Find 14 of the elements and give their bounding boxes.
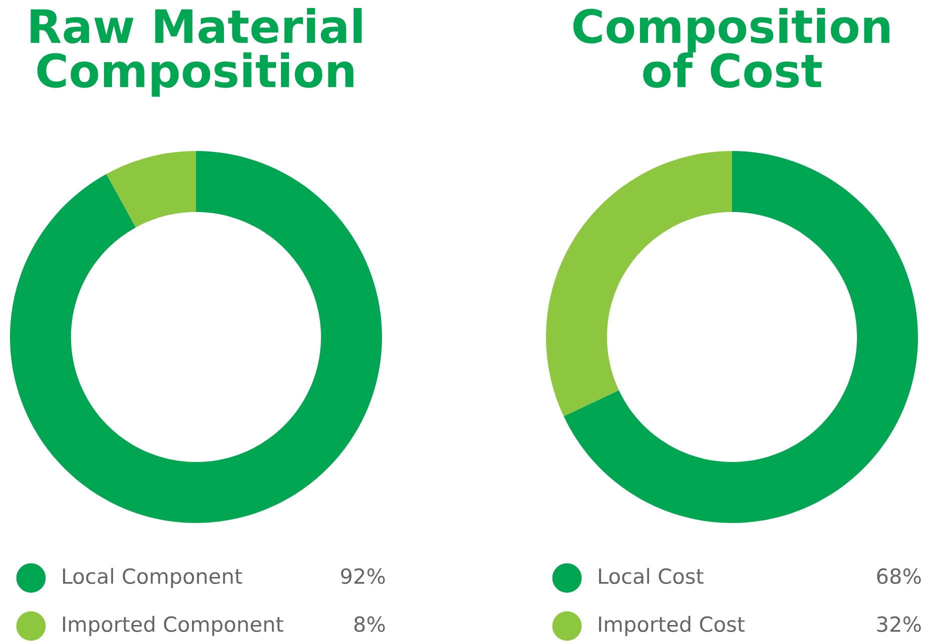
legend-label: Local Cost xyxy=(599,568,704,584)
legend-label: Imported Cost xyxy=(599,616,745,636)
donut-slice xyxy=(106,151,196,228)
donut-slice xyxy=(546,151,732,416)
legend-label: Local Component xyxy=(63,568,242,588)
data-label: 8% xyxy=(354,616,385,632)
data-label: 32% xyxy=(877,616,921,632)
chart-title: Raw Material Composition xyxy=(30,8,362,97)
chart-title: Composition of Cost xyxy=(573,8,890,88)
donut-slice xyxy=(10,151,382,523)
data-label: 68% xyxy=(877,568,921,584)
legend-label: Imported Component xyxy=(63,616,284,636)
donut-slice xyxy=(564,151,918,523)
data-label: 92% xyxy=(341,568,385,584)
